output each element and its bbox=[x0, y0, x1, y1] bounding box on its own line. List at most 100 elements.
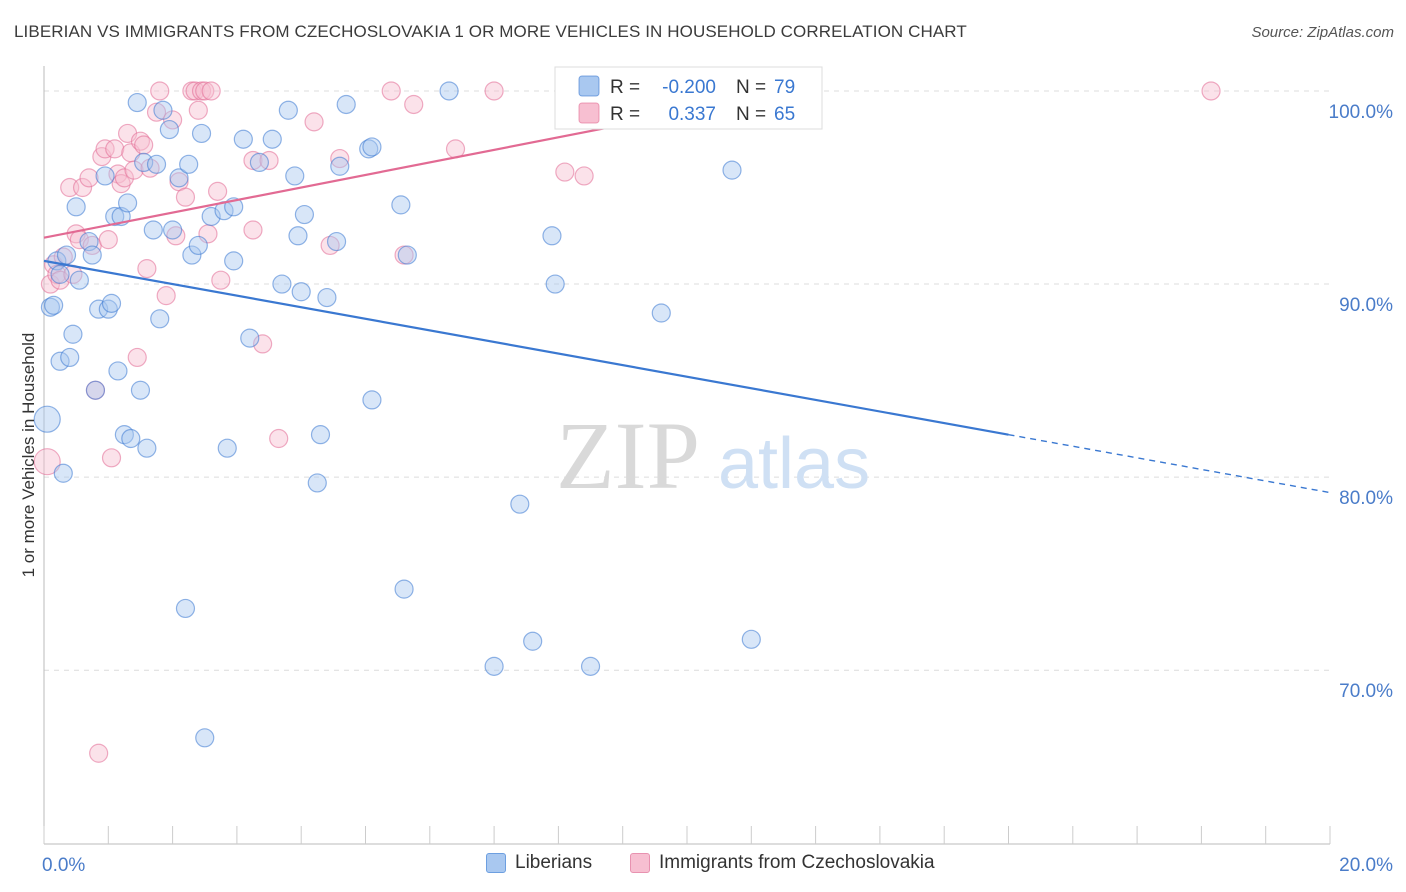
y-tick-label: 100.0% bbox=[1329, 102, 1394, 123]
stats-n-value-czechoslovakia: 65 bbox=[774, 104, 795, 125]
point-liberians bbox=[330, 156, 350, 176]
y-axis-label: 1 or more Vehicles in Household bbox=[19, 333, 38, 578]
point-czechoslovakia bbox=[211, 270, 231, 290]
point-czechoslovakia bbox=[150, 81, 170, 101]
point-liberians bbox=[175, 598, 196, 619]
point-liberians bbox=[294, 204, 315, 225]
y-tick-label: 80.0% bbox=[1339, 488, 1393, 509]
point-czechoslovakia bbox=[124, 160, 144, 180]
point-czechoslovakia bbox=[72, 177, 93, 198]
point-liberians bbox=[66, 197, 86, 217]
source-credit: Source: ZipAtlas.com bbox=[1251, 24, 1394, 41]
point-liberians bbox=[362, 137, 382, 157]
point-liberians bbox=[179, 154, 199, 174]
point-liberians bbox=[121, 428, 141, 449]
point-liberians bbox=[182, 245, 202, 265]
point-liberians bbox=[127, 92, 147, 113]
point-liberians bbox=[56, 245, 77, 265]
stats-swatch-czechoslovakia bbox=[578, 102, 600, 124]
point-czechoslovakia bbox=[1201, 81, 1221, 101]
point-liberians bbox=[137, 438, 157, 458]
legend-item-czechoslovakia: Immigrants from Czechoslovakia bbox=[630, 852, 935, 874]
stats-r-label-czechoslovakia: R = bbox=[610, 104, 640, 125]
point-czechoslovakia bbox=[127, 347, 147, 368]
point-liberians bbox=[159, 119, 179, 140]
point-liberians bbox=[44, 295, 64, 315]
point-czechoslovakia bbox=[555, 162, 575, 182]
point-liberians bbox=[510, 494, 530, 514]
point-czechoslovakia bbox=[381, 81, 401, 101]
stats-swatch-liberians bbox=[578, 75, 600, 97]
stats-legend: R = -0.200 N = 79 R = 0.337 N = 65 bbox=[554, 66, 823, 130]
point-liberians bbox=[101, 293, 122, 313]
stats-r-value-czechoslovakia: 0.337 bbox=[668, 104, 716, 125]
point-czechoslovakia bbox=[98, 230, 118, 250]
trendline-liberians-extension bbox=[1008, 433, 1331, 494]
point-czechoslovakia bbox=[304, 112, 324, 132]
point-liberians bbox=[69, 270, 89, 290]
point-liberians bbox=[85, 380, 106, 400]
point-liberians bbox=[362, 390, 382, 410]
point-liberians bbox=[307, 473, 327, 493]
legend-label-liberians: Liberians bbox=[515, 852, 593, 873]
points-layer bbox=[33, 81, 1221, 763]
point-liberians bbox=[195, 728, 215, 748]
point-liberians bbox=[108, 361, 128, 381]
point-liberians bbox=[217, 438, 237, 458]
point-liberians bbox=[484, 656, 504, 676]
point-liberians bbox=[163, 220, 183, 240]
point-czechoslovakia bbox=[259, 150, 279, 171]
y-tick-label: 90.0% bbox=[1339, 295, 1393, 316]
stats-n-value-liberians: 79 bbox=[774, 77, 795, 98]
stats-r-label-liberians: R = bbox=[610, 77, 640, 98]
point-liberians bbox=[63, 324, 83, 344]
point-liberians bbox=[394, 579, 414, 599]
chart-title: LIBERIAN VS IMMIGRANTS FROM CZECHOSLOVAK… bbox=[14, 22, 967, 41]
point-czechoslovakia bbox=[137, 259, 157, 279]
watermark-zip: ZIP bbox=[556, 402, 700, 509]
point-liberians bbox=[651, 303, 671, 323]
point-liberians bbox=[33, 405, 61, 433]
point-liberians bbox=[545, 274, 565, 294]
point-liberians bbox=[95, 166, 115, 186]
point-liberians bbox=[60, 347, 80, 368]
point-czechoslovakia bbox=[156, 286, 176, 306]
point-czechoslovakia bbox=[404, 94, 424, 115]
point-liberians bbox=[153, 100, 173, 120]
point-liberians bbox=[262, 129, 282, 149]
point-czechoslovakia bbox=[111, 174, 131, 194]
point-liberians bbox=[542, 226, 562, 246]
point-liberians bbox=[82, 245, 102, 265]
point-liberians bbox=[143, 220, 163, 240]
point-liberians bbox=[278, 100, 298, 120]
point-liberians bbox=[188, 235, 208, 256]
stats-n-label-liberians: N = bbox=[736, 77, 766, 98]
point-liberians bbox=[224, 251, 244, 271]
point-liberians bbox=[117, 193, 138, 213]
point-liberians bbox=[285, 166, 305, 186]
point-liberians bbox=[249, 152, 270, 173]
x-tick-label: 20.0% bbox=[1339, 855, 1393, 876]
point-liberians bbox=[50, 264, 70, 284]
point-czechoslovakia bbox=[269, 428, 289, 449]
x-tick-label: 0.0% bbox=[42, 855, 85, 876]
point-liberians bbox=[310, 425, 331, 445]
y-tick-label: 70.0% bbox=[1339, 681, 1393, 702]
point-czechoslovakia bbox=[574, 166, 594, 186]
point-czechoslovakia bbox=[40, 274, 61, 294]
point-czechoslovakia bbox=[105, 139, 125, 159]
legend-swatch-czechoslovakia bbox=[630, 853, 650, 873]
point-liberians bbox=[50, 351, 70, 371]
watermark: ZIP atlas bbox=[556, 402, 870, 509]
point-czechoslovakia bbox=[185, 81, 205, 101]
point-liberians bbox=[317, 287, 337, 308]
point-czechoslovakia bbox=[243, 220, 263, 240]
point-czechoslovakia bbox=[195, 81, 215, 101]
point-czechoslovakia bbox=[79, 168, 99, 188]
point-liberians bbox=[98, 299, 118, 319]
point-liberians bbox=[240, 328, 260, 348]
legend-item-liberians: Liberians bbox=[486, 852, 592, 874]
point-czechoslovakia bbox=[175, 187, 196, 207]
point-czechoslovakia bbox=[134, 135, 154, 155]
